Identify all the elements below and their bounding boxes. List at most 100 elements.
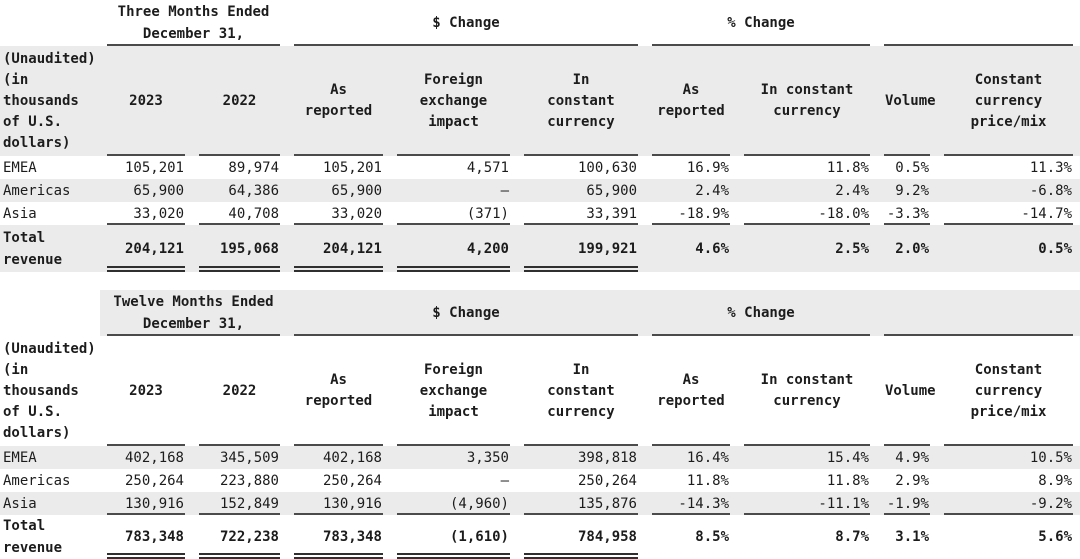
- table-row-emea: EMEA 402,168 345,509 402,168 3,350 398,8…: [0, 446, 1080, 469]
- value-cell: -11.1%: [737, 492, 877, 515]
- total-value-cell: 2.0%: [895, 240, 929, 257]
- value-cell: (4,960): [390, 492, 517, 515]
- value-cell: 33,020: [287, 202, 390, 225]
- total-value-cell: 783,348: [287, 515, 390, 559]
- table-row-total-revenue: Total revenue 783,348 722,238 783,348 (1…: [0, 515, 1080, 559]
- unaudited-note: (Unaudited) (in thousands of U.S. dollar…: [3, 340, 96, 441]
- value-cell: 4,571: [466, 159, 509, 176]
- value-cell: -14.7%: [937, 202, 1080, 225]
- column-header-row: (Unaudited) (in thousands of U.S. dollar…: [0, 46, 1080, 156]
- value-cell: 11.8%: [826, 472, 869, 489]
- column-header-constant-currency: In constant currency: [517, 46, 645, 156]
- value-cell: 11.8%: [826, 159, 869, 176]
- value-cell: 9.2%: [895, 182, 929, 199]
- value-cell: 402,168: [322, 449, 382, 466]
- corner-spacer: [0, 0, 100, 46]
- table-row-asia: Asia 33,020 40,708 33,020 (371) 33,391 -…: [0, 202, 1080, 225]
- value-cell: 65,900: [133, 182, 184, 199]
- percent-change-header: % Change: [645, 0, 877, 46]
- column-header-constant-currency: In constant currency: [517, 336, 645, 446]
- table-row-total-revenue: Total revenue 204,121 195,068 204,121 4,…: [0, 225, 1080, 272]
- column-header-volume: Volume: [877, 336, 937, 446]
- total-value-cell: 3.1%: [895, 529, 929, 545]
- total-value-cell: 784,958: [517, 515, 645, 559]
- value-cell: -1.9%: [877, 492, 937, 515]
- total-value-cell: 722,238: [192, 515, 287, 559]
- value-cell: -14.3%: [645, 492, 737, 515]
- row-label: Asia: [3, 495, 37, 512]
- value-cell: 345,509: [219, 449, 279, 466]
- value-cell: 0.5%: [895, 159, 929, 176]
- column-header-fx-impact: Foreign exchange impact: [390, 46, 517, 156]
- twelve-months-table: Twelve Months Ended December 31, $ Chang…: [0, 290, 1080, 559]
- total-value-cell: 204,121: [287, 225, 390, 272]
- table-row-asia: Asia 130,916 152,849 130,916 (4,960) 135…: [0, 492, 1080, 515]
- column-header-2023: 2023: [100, 336, 192, 446]
- column-header-as-reported: As reported: [287, 46, 390, 156]
- value-cell: -3.3%: [877, 202, 937, 225]
- period-header: Three Months Ended December 31,: [100, 0, 287, 46]
- row-label: EMEA: [3, 159, 37, 176]
- value-cell: 33,020: [100, 202, 192, 225]
- total-value-cell: 0.5%: [1038, 240, 1072, 257]
- value-cell: 130,916: [100, 492, 192, 515]
- value-cell: 223,880: [219, 472, 279, 489]
- value-cell: 40,708: [192, 202, 287, 225]
- value-cell: 2.4%: [695, 182, 729, 199]
- row-label: EMEA: [3, 449, 37, 466]
- value-cell: 10.5%: [1029, 449, 1072, 466]
- value-cell: 8.9%: [1038, 472, 1072, 489]
- column-header-price-mix: Constant currency price/mix: [937, 46, 1080, 156]
- column-header-fx-impact: Foreign exchange impact: [390, 336, 517, 446]
- value-cell: (371): [390, 202, 517, 225]
- percent-change-header: % Change: [645, 290, 877, 336]
- value-cell: 250,264: [322, 472, 382, 489]
- value-cell: 4.9%: [895, 449, 929, 466]
- total-value-cell: 2.5%: [835, 240, 869, 257]
- column-header-price-mix: Constant currency price/mix: [937, 336, 1080, 446]
- value-cell: 152,849: [192, 492, 287, 515]
- value-cell: 16.9%: [686, 159, 729, 176]
- value-cell: 402,168: [124, 449, 184, 466]
- total-label: Total revenue: [3, 518, 63, 556]
- volume-mix-group-header: [877, 0, 1080, 46]
- value-cell: -18.9%: [645, 202, 737, 225]
- column-header-2022: 2022: [192, 46, 287, 156]
- column-header-row: (Unaudited) (in thousands of U.S. dollar…: [0, 336, 1080, 446]
- total-value-cell: 4,200: [390, 225, 517, 272]
- column-header-2023: 2023: [100, 46, 192, 156]
- value-cell: 100,630: [577, 159, 637, 176]
- total-value-cell: 195,068: [192, 225, 287, 272]
- table-row-emea: EMEA 105,201 89,974 105,201 4,571 100,63…: [0, 156, 1080, 179]
- value-cell: 2.4%: [835, 182, 869, 199]
- column-header-2022: 2022: [192, 336, 287, 446]
- table-row-americas: Americas 65,900 64,386 65,900 – 65,900 2…: [0, 179, 1080, 202]
- value-cell: 3,350: [466, 449, 509, 466]
- value-cell: –: [500, 182, 509, 199]
- volume-mix-group-header: [877, 290, 1080, 336]
- unaudited-note: (Unaudited) (in thousands of U.S. dollar…: [3, 50, 96, 151]
- value-cell: 89,974: [228, 159, 279, 176]
- value-cell: 11.3%: [1029, 159, 1072, 176]
- total-value-cell: 5.6%: [1038, 529, 1072, 545]
- column-header-pct-constant-currency: In constant currency: [737, 336, 877, 446]
- value-cell: 250,264: [577, 472, 637, 489]
- value-cell: 11.8%: [686, 472, 729, 489]
- value-cell: 65,900: [586, 182, 637, 199]
- column-header-pct-constant-currency: In constant currency: [737, 46, 877, 156]
- value-cell: -6.8%: [1029, 182, 1072, 199]
- total-value-cell: 8.5%: [695, 529, 729, 545]
- row-label: Asia: [3, 205, 37, 222]
- total-value-cell: 4.6%: [695, 240, 729, 257]
- row-label: Americas: [3, 182, 71, 199]
- value-cell: -18.0%: [737, 202, 877, 225]
- value-cell: 398,818: [577, 449, 637, 466]
- group-header-row: Twelve Months Ended December 31, $ Chang…: [0, 290, 1080, 336]
- table-row-americas: Americas 250,264 223,880 250,264 – 250,2…: [0, 469, 1080, 492]
- column-header-volume: Volume: [877, 46, 937, 156]
- group-header-row: Three Months Ended December 31, $ Change…: [0, 0, 1080, 46]
- total-value-cell: (1,610): [390, 515, 517, 559]
- dollar-change-header: $ Change: [287, 0, 645, 46]
- total-value-cell: 199,921: [517, 225, 645, 272]
- column-header-pct-as-reported: As reported: [645, 336, 737, 446]
